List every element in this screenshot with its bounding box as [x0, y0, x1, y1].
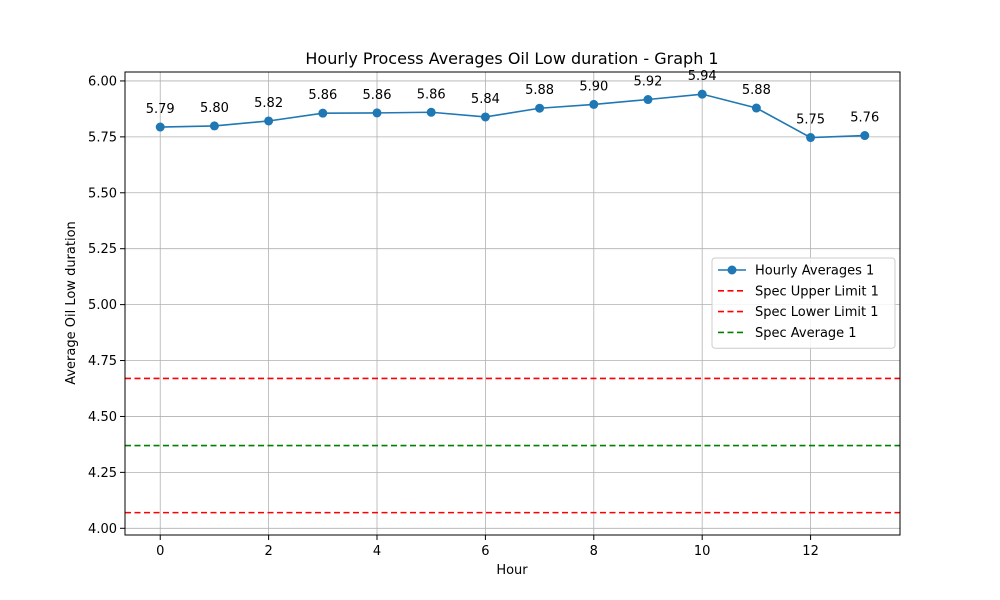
series-line [160, 93, 865, 139]
chart-title: Hourly Process Averages Oil Low duration… [305, 49, 718, 68]
data-label: 5.90 [579, 79, 608, 94]
data-label: 5.86 [417, 87, 446, 102]
data-point [318, 108, 328, 118]
y-tick-label: 4.25 [88, 466, 117, 481]
data-label: 5.86 [363, 88, 392, 103]
x-tick-label: 4 [373, 544, 381, 559]
data-point [155, 122, 165, 132]
y-tick-label: 5.75 [88, 130, 117, 145]
y-axis-ticks: 4.00 4.25 4.50 4.75 5.00 5.25 5.50 5.75 6.00 [88, 74, 125, 537]
data-label: 5.75 [796, 113, 825, 128]
data-point [535, 103, 545, 113]
x-tick-label: 12 [802, 544, 819, 559]
legend: Hourly Averages 1 Spec Upper Limit 1 Spec … [711, 257, 896, 349]
x-tick-label: 8 [590, 544, 598, 559]
data-point [643, 95, 653, 105]
y-tick-label: 4.50 [88, 410, 117, 425]
legend-box [711, 257, 896, 349]
data-point [589, 99, 599, 109]
x-tick-label: 0 [156, 544, 164, 559]
data-label: 5.76 [850, 111, 879, 126]
data-label: 5.94 [688, 69, 717, 84]
data-point [264, 116, 274, 126]
y-tick-label: 5.50 [88, 186, 117, 201]
x-tick-label: 2 [264, 544, 272, 559]
data-point [806, 133, 816, 143]
x-tick-label: 6 [481, 544, 489, 559]
legend-label: Hourly Averages 1 [755, 264, 874, 279]
y-tick-label: 4.75 [88, 354, 117, 369]
y-tick-label: 5.25 [88, 242, 117, 257]
data-label: 5.92 [634, 75, 663, 90]
data-point [751, 103, 761, 113]
data-label: 5.88 [742, 83, 771, 98]
data-point [860, 131, 870, 141]
data-point [209, 121, 219, 131]
x-axis-label: Hour [496, 563, 528, 578]
series-layer: 5.79 5.80 5.82 5.86 5.86 5.86 5.84 5.88 5.90 5.92… [146, 69, 879, 143]
x-tick-label: 10 [694, 544, 711, 559]
y-tick-label: 4.00 [88, 522, 117, 537]
reference-lines [125, 377, 900, 514]
data-label: 5.88 [525, 83, 554, 98]
legend-marker [727, 265, 737, 275]
y-tick-label: 6.00 [88, 74, 117, 89]
grid [125, 72, 900, 535]
legend-label: Spec Average 1 [755, 326, 857, 341]
data-point [480, 112, 490, 122]
legend-label: Spec Lower Limit 1 [755, 305, 879, 320]
legend-label: Spec Upper Limit 1 [755, 284, 879, 299]
data-label: 5.80 [200, 101, 229, 116]
data-point [697, 89, 707, 99]
data-point [426, 107, 436, 117]
data-label: 5.82 [254, 96, 283, 111]
x-axis-ticks: 0 2 4 6 8 10 12 [156, 535, 819, 559]
data-label: 5.84 [471, 92, 500, 107]
data-label: 5.86 [308, 88, 337, 103]
plot-frame [124, 71, 901, 536]
y-tick-label: 5.00 [88, 298, 117, 313]
y-axis-label: Average Oil Low duration [64, 221, 79, 385]
data-label: 5.79 [146, 102, 175, 117]
data-point [372, 108, 382, 118]
